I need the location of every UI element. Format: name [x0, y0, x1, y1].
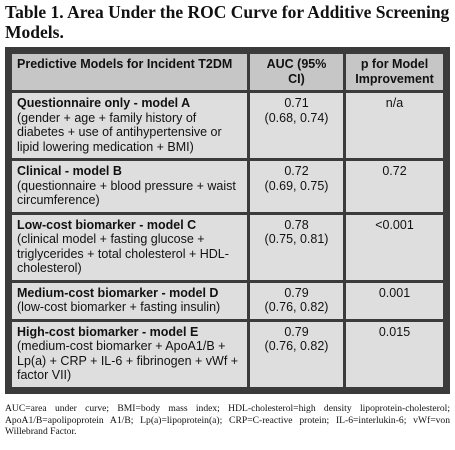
- model-cell: Questionnaire only - model A (gender + ag…: [12, 93, 247, 158]
- table-row: Low-cost biomarker - model C (clinical mo…: [12, 214, 443, 280]
- auc-ci: (0.75, 0.81): [264, 232, 329, 246]
- model-cell: Low-cost biomarker - model C (clinical mo…: [12, 214, 247, 280]
- model-name: Low-cost biomarker - model C: [17, 217, 197, 232]
- p-value-cell: 0.001: [346, 282, 443, 319]
- model-description: (clinical model + fasting glucose + trig…: [17, 232, 229, 275]
- table: Predictive Models for Incident T2DM AUC …: [9, 51, 446, 390]
- header-text: AUC (95% CI): [266, 57, 327, 86]
- auc-value: 0.72: [284, 164, 309, 178]
- table-row: Clinical - model B (questionnaire + blood…: [12, 161, 443, 212]
- table-row: Medium-cost biomarker - model D (low-cost…: [12, 282, 443, 319]
- table-body: Questionnaire only - model A (gender + ag…: [12, 93, 443, 387]
- model-name: Medium-cost biomarker - model D: [17, 285, 219, 300]
- footnote: AUC=area under curve; BMI=body mass inde…: [5, 403, 450, 437]
- p-value-cell: 0.72: [346, 161, 443, 212]
- table-row: Questionnaire only - model A (gender + ag…: [12, 93, 443, 158]
- table-title: Table 1. Area Under the ROC Curve for Ad…: [5, 2, 450, 42]
- auc-cell: 0.72 (0.69, 0.75): [250, 161, 343, 212]
- auc-ci: (0.68, 0.74): [264, 110, 329, 125]
- table-frame: Predictive Models for Incident T2DM AUC …: [5, 47, 450, 394]
- auc-value: 0.78: [284, 217, 309, 232]
- auc-cell: 0.79 (0.76, 0.82): [250, 282, 343, 319]
- auc-cell: 0.79 (0.76, 0.82): [250, 321, 343, 387]
- model-description: (low-cost biomarker + fasting insulin): [17, 300, 221, 314]
- model-cell: Medium-cost biomarker - model D (low-cost…: [12, 282, 247, 319]
- model-cell: Clinical - model B (questionnaire + blood…: [12, 161, 247, 212]
- table-row: High-cost biomarker - model E (medium-cos…: [12, 321, 443, 387]
- auc-ci: (0.69, 0.75): [264, 178, 329, 193]
- header-row: Predictive Models for Incident T2DM AUC …: [12, 54, 443, 90]
- header-cell: p for Model Improvement: [346, 54, 443, 90]
- auc-value: 0.79: [284, 324, 309, 339]
- model-description: (gender + age + family history of diabet…: [17, 110, 222, 154]
- auc-cell: 0.78 (0.75, 0.81): [250, 214, 343, 280]
- p-value-cell: 0.015: [346, 321, 443, 387]
- model-name: Questionnaire only - model A: [17, 96, 191, 110]
- model-name: Clinical - model B: [17, 164, 122, 178]
- header-cell: AUC (95% CI): [250, 54, 343, 90]
- model-cell: High-cost biomarker - model E (medium-cos…: [12, 321, 247, 387]
- auc-value: 0.71: [284, 96, 309, 110]
- auc-ci: (0.76, 0.82): [264, 300, 329, 314]
- p-value-cell: <0.001: [346, 214, 443, 280]
- header-cell: Predictive Models for Incident T2DM: [12, 54, 247, 90]
- model-description: (questionnaire + blood pressure + waist …: [17, 178, 236, 208]
- model-description: (medium-cost biomarker + ApoA1/B + Lp(a)…: [17, 339, 239, 382]
- p-value-cell: n/a: [346, 93, 443, 158]
- auc-cell: 0.71 (0.68, 0.74): [250, 93, 343, 158]
- auc-value: 0.79: [284, 285, 309, 300]
- auc-ci: (0.76, 0.82): [264, 339, 329, 353]
- model-name: High-cost biomarker - model E: [17, 324, 199, 339]
